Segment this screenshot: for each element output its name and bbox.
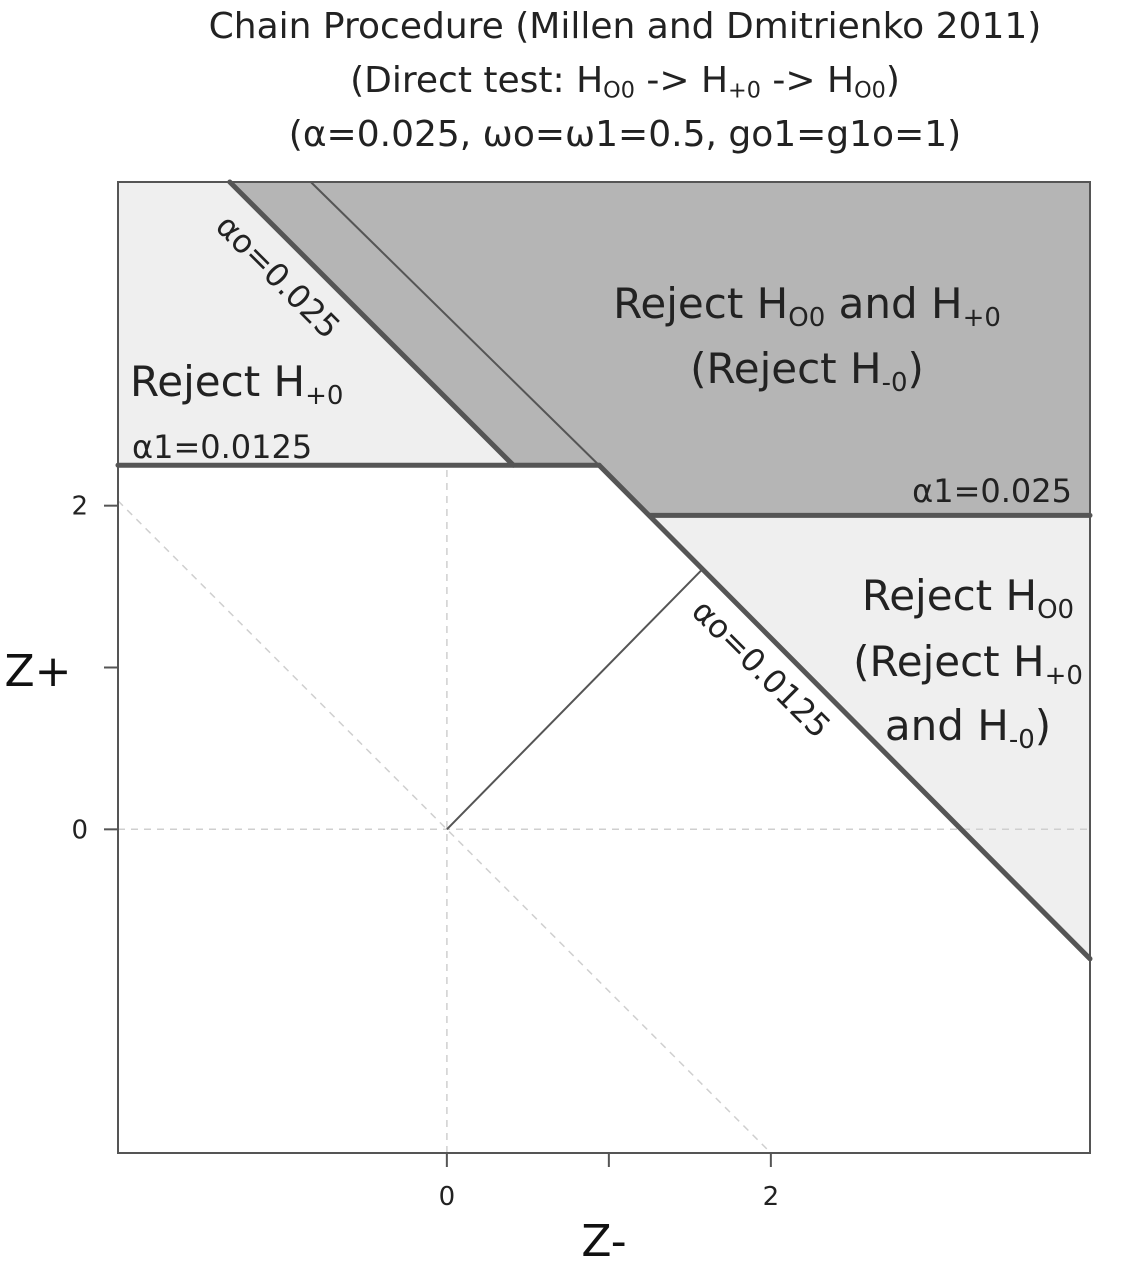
thin-diagonal-from-origin xyxy=(446,569,702,831)
boundary-label-alpha-1-00125: α1=0.0125 xyxy=(132,428,312,466)
x-tick-label-0: 0 xyxy=(439,1182,456,1212)
title-line-3: (α=0.025, ωo=ω1=0.5, go1=g1o=1) xyxy=(288,114,962,155)
region-label-reject-ho0: Reject HO0 xyxy=(862,571,1074,625)
region-label-r1-pre: Reject H xyxy=(862,571,1037,620)
region-label-tr1-pre: Reject H xyxy=(613,279,788,328)
y-tick-label-0: 0 xyxy=(71,815,88,845)
region-label-and-h-minus0: and H-0) xyxy=(885,701,1051,755)
reject-ho0-and-h-plus0-region xyxy=(229,182,1091,516)
lines-layer xyxy=(115,179,1093,962)
region-label-reject-h-plus0-sub: +0 xyxy=(305,381,343,411)
region-label-tr2-post: ) xyxy=(908,344,924,393)
title-line-2-mid1: -> H xyxy=(634,60,729,101)
region-label-tr1-mid: and H xyxy=(825,279,962,328)
guides-layer xyxy=(117,465,1090,1154)
alpha-o-00125-boundary xyxy=(596,462,1093,962)
region-label-r3-pre: and H xyxy=(885,701,1009,750)
region-label-reject-ho0-and-h-plus0: Reject HO0 and H+0 xyxy=(613,279,1001,333)
title-line-2-pre: (Direct test: H xyxy=(350,60,604,101)
x-tick-label-2: 2 xyxy=(763,1182,780,1212)
alpha-o-0025-boundary xyxy=(227,179,516,468)
boundary-label-alpha-1-0025: α1=0.025 xyxy=(912,472,1072,510)
region-label-reject-h-plus0-paren: (Reject H+0 xyxy=(853,637,1083,691)
region-label-r3-sub: -0 xyxy=(1009,725,1035,755)
thin-diagonal-upper xyxy=(310,181,605,471)
region-label-tr1-sub2: +0 xyxy=(963,303,1001,333)
title-line-2-mid2: -> H xyxy=(760,60,855,101)
region-label-tr2-pre: (Reject H xyxy=(690,344,882,393)
region-label-reject-h-minus0: (Reject H-0) xyxy=(690,344,924,398)
x-axis-label: Z- xyxy=(581,1216,626,1267)
guide-anti-diagonal xyxy=(117,500,772,1154)
region-label-r1-sub: O0 xyxy=(1037,595,1074,625)
reject-h-plus0-region xyxy=(118,182,514,466)
region-label-r2-pre: (Reject H xyxy=(853,637,1045,686)
region-label-reject-h-plus0: Reject H+0 xyxy=(130,357,343,411)
y-axis-label: Z+ xyxy=(4,646,71,697)
region-label-tr1-sub1: O0 xyxy=(788,303,825,333)
title-line-2-sub2: +0 xyxy=(728,77,761,104)
region-label-r3-post: ) xyxy=(1035,701,1051,750)
title-line-2: (Direct test: HO0 -> H+0 -> HO0) xyxy=(0,60,1121,104)
region-label-reject-h-plus0-text: Reject H xyxy=(130,357,305,406)
region-label-tr2-sub: -0 xyxy=(882,368,908,398)
title-line-1: Chain Procedure (Millen and Dmitrienko 2… xyxy=(208,6,1042,47)
region-label-r2-sub: +0 xyxy=(1045,661,1083,691)
ticks-layer: 0 2 0 2 xyxy=(71,492,779,1212)
title-line-2-sub3: O0 xyxy=(854,77,886,104)
title-line-2-sub1: O0 xyxy=(603,77,635,104)
title-line-2-post: ) xyxy=(885,60,900,101)
y-tick-label-2: 2 xyxy=(71,492,88,522)
